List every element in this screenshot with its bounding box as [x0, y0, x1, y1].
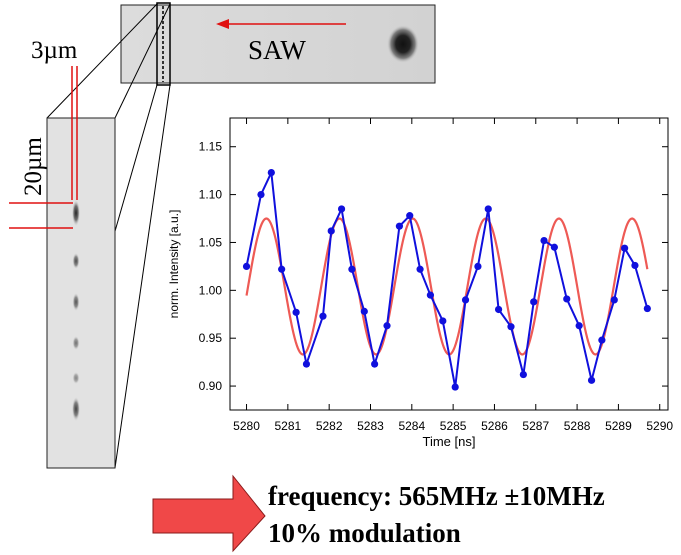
- intensity-chart: 5280 5281 5282 5283 5284 5285 5286 5287 5288 5289…: [167, 117, 673, 449]
- axis-ticks: 5280 5281 5282 5283 5284 5285 5286 5287 5288 5289…: [199, 118, 673, 433]
- measured-point: [484, 205, 492, 213]
- measured-point: [519, 370, 527, 379]
- measured-point: [257, 190, 265, 199]
- emission-blob: [72, 336, 80, 350]
- measured-point: [643, 304, 651, 313]
- measured-point: [360, 307, 368, 315]
- y-tick-label: 1.10: [199, 188, 223, 202]
- measured-point: [371, 360, 379, 368]
- x-axis-label: Time [ns]: [423, 434, 476, 449]
- measured-point: [540, 236, 548, 245]
- width-scale-label: 3µm: [31, 37, 78, 64]
- measured-point: [395, 222, 404, 230]
- measured-point: [319, 312, 327, 320]
- saw-label: SAW: [248, 35, 306, 65]
- measured-point: [507, 323, 515, 331]
- measured-point: [406, 212, 414, 220]
- plot-area: [229, 117, 669, 411]
- emission-blob: [72, 293, 80, 311]
- x-tick-label: 5284: [398, 419, 425, 433]
- y-axis-label: norm. Intensity [a.u.]: [167, 210, 181, 319]
- measured-point: [383, 322, 391, 330]
- y-tick-label: 1.15: [199, 140, 223, 154]
- measured-point: [242, 262, 251, 270]
- measured-point: [563, 295, 571, 303]
- height-scale-marker: 20µm: [9, 137, 73, 229]
- excitation-spot: [387, 25, 419, 63]
- measured-line: [245, 168, 649, 388]
- measured-layer: [242, 168, 651, 391]
- zoom-region-box: [156, 2, 171, 86]
- measured-point: [550, 243, 558, 251]
- measured-point: [621, 244, 629, 252]
- emission-blob: [72, 372, 80, 384]
- measured-point: [587, 376, 596, 384]
- measured-point: [461, 296, 470, 304]
- measured-point: [439, 317, 447, 325]
- x-tick-label: 5287: [522, 419, 549, 433]
- saw-micrograph-panel: SAW: [120, 2, 436, 86]
- modulation-text: 10% modulation: [268, 518, 461, 548]
- measured-point: [610, 296, 618, 304]
- x-tick-label: 5288: [564, 419, 591, 433]
- x-tick-label: 5290: [646, 419, 673, 433]
- x-tick-label: 5289: [605, 419, 632, 433]
- x-tick-label: 5285: [440, 419, 467, 433]
- measured-point: [575, 322, 583, 330]
- measured-point: [278, 265, 286, 273]
- x-tick-label: 5281: [274, 419, 301, 433]
- emission-blob: [72, 397, 80, 421]
- frequency-text: frequency: 565MHz ±10MHz: [268, 481, 605, 511]
- saw-arrow-head: [216, 19, 229, 29]
- x-tick-label: 5286: [481, 419, 508, 433]
- fit-layer: [245, 217, 649, 356]
- measured-point: [348, 265, 356, 273]
- y-tick-label: 1.00: [199, 283, 223, 297]
- emission-blob: [72, 200, 80, 226]
- y-tick-label: 0.95: [199, 331, 223, 345]
- measured-point: [292, 308, 300, 316]
- measured-point: [302, 360, 311, 368]
- measured-point: [494, 305, 503, 314]
- y-tick-label: 0.90: [199, 379, 223, 393]
- height-scale-label: 20µm: [20, 137, 47, 196]
- measured-point: [416, 265, 424, 273]
- emission-blob: [72, 253, 80, 269]
- measured-point: [530, 298, 538, 306]
- width-scale-marker: 3µm: [31, 37, 78, 200]
- fit-curve: [245, 217, 649, 356]
- measured-point: [426, 291, 435, 299]
- measured-point: [327, 227, 335, 235]
- result-arrow: [152, 474, 266, 553]
- measured-point: [598, 336, 606, 344]
- measured-point: [337, 205, 346, 213]
- measured-point: [267, 168, 275, 177]
- measured-point: [631, 261, 639, 270]
- x-tick-label: 5282: [316, 419, 343, 433]
- measured-point: [474, 262, 482, 270]
- y-tick-label: 1.05: [199, 235, 223, 249]
- zoomed-micrograph-panel: [46, 117, 116, 469]
- x-tick-label: 5283: [357, 419, 384, 433]
- measured-point: [451, 383, 459, 391]
- x-tick-label: 5280: [233, 419, 260, 433]
